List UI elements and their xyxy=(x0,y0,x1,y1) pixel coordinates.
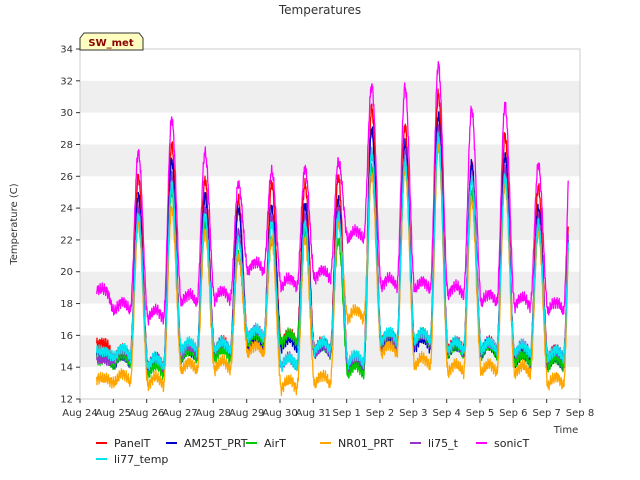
legend-label: sonicT xyxy=(494,437,530,450)
x-tick-label: Sep 7 xyxy=(532,408,560,419)
x-tick-label: Aug 31 xyxy=(296,408,331,419)
y-tick-label: 16 xyxy=(60,331,73,342)
y-tick-label: 12 xyxy=(60,395,73,406)
series-line-sonict xyxy=(96,60,569,326)
x-tick-label: Sep 3 xyxy=(399,408,427,419)
legend-label: NR01_PRT xyxy=(338,437,394,450)
chart-title: Temperatures xyxy=(278,3,361,17)
x-tick-label: Aug 24 xyxy=(62,408,97,419)
y-tick-label: 34 xyxy=(60,45,73,56)
grid-band xyxy=(80,144,580,177)
station-label-box: SW_met xyxy=(79,32,144,51)
legend: PanelT AM25T_PRT AirT NR01_PRT li75_t sonicT l… xyxy=(96,437,530,466)
y-tick-label: 20 xyxy=(60,267,73,278)
legend-label: AM25T_PRT xyxy=(184,437,248,450)
legend-label: li77_temp xyxy=(114,453,168,466)
grid-band xyxy=(80,208,580,240)
x-tick-label: Aug 26 xyxy=(129,408,164,419)
x-tick-label: Sep 2 xyxy=(366,408,394,419)
y-tick-label: 32 xyxy=(60,76,73,87)
y-axis-label: Temperature (C) xyxy=(9,183,20,265)
x-tick-label: Sep 8 xyxy=(566,408,594,419)
x-tick-label: Sep 5 xyxy=(466,408,494,419)
x-tick-label: Aug 27 xyxy=(162,408,197,419)
legend-label: PanelT xyxy=(114,437,151,450)
x-tick-label: Aug 28 xyxy=(196,408,231,419)
series-line-li77-temp xyxy=(96,132,569,373)
y-tick-label: 26 xyxy=(60,172,73,183)
y-tick-label: 18 xyxy=(60,299,73,310)
plot-area xyxy=(79,48,581,400)
legend-label: li75_t xyxy=(428,437,459,450)
x-tick-label: Sep 1 xyxy=(332,408,360,419)
x-axis-label: Time xyxy=(553,425,578,436)
y-tick-label: 28 xyxy=(60,140,73,151)
background-bands xyxy=(80,80,580,368)
y-tick-label: 14 xyxy=(60,363,73,374)
grid-band xyxy=(80,80,580,113)
series-line-nr01-prt xyxy=(96,141,569,397)
y-axis-ticks: 12 14 16 18 20 22 24 26 28 30 32 34 xyxy=(60,45,80,406)
y-tick-label: 24 xyxy=(60,204,73,215)
y-tick-label: 22 xyxy=(60,235,73,246)
x-tick-label: Sep 4 xyxy=(432,408,460,419)
x-tick-label: Aug 25 xyxy=(96,408,131,419)
y-tick-label: 30 xyxy=(60,108,73,119)
legend-label: AirT xyxy=(264,437,286,450)
station-label: SW_met xyxy=(88,38,133,49)
x-tick-label: Sep 6 xyxy=(499,408,527,419)
x-tick-label: Aug 29 xyxy=(229,408,264,419)
series-layer xyxy=(96,60,569,397)
x-tick-label: Aug 30 xyxy=(262,408,297,419)
